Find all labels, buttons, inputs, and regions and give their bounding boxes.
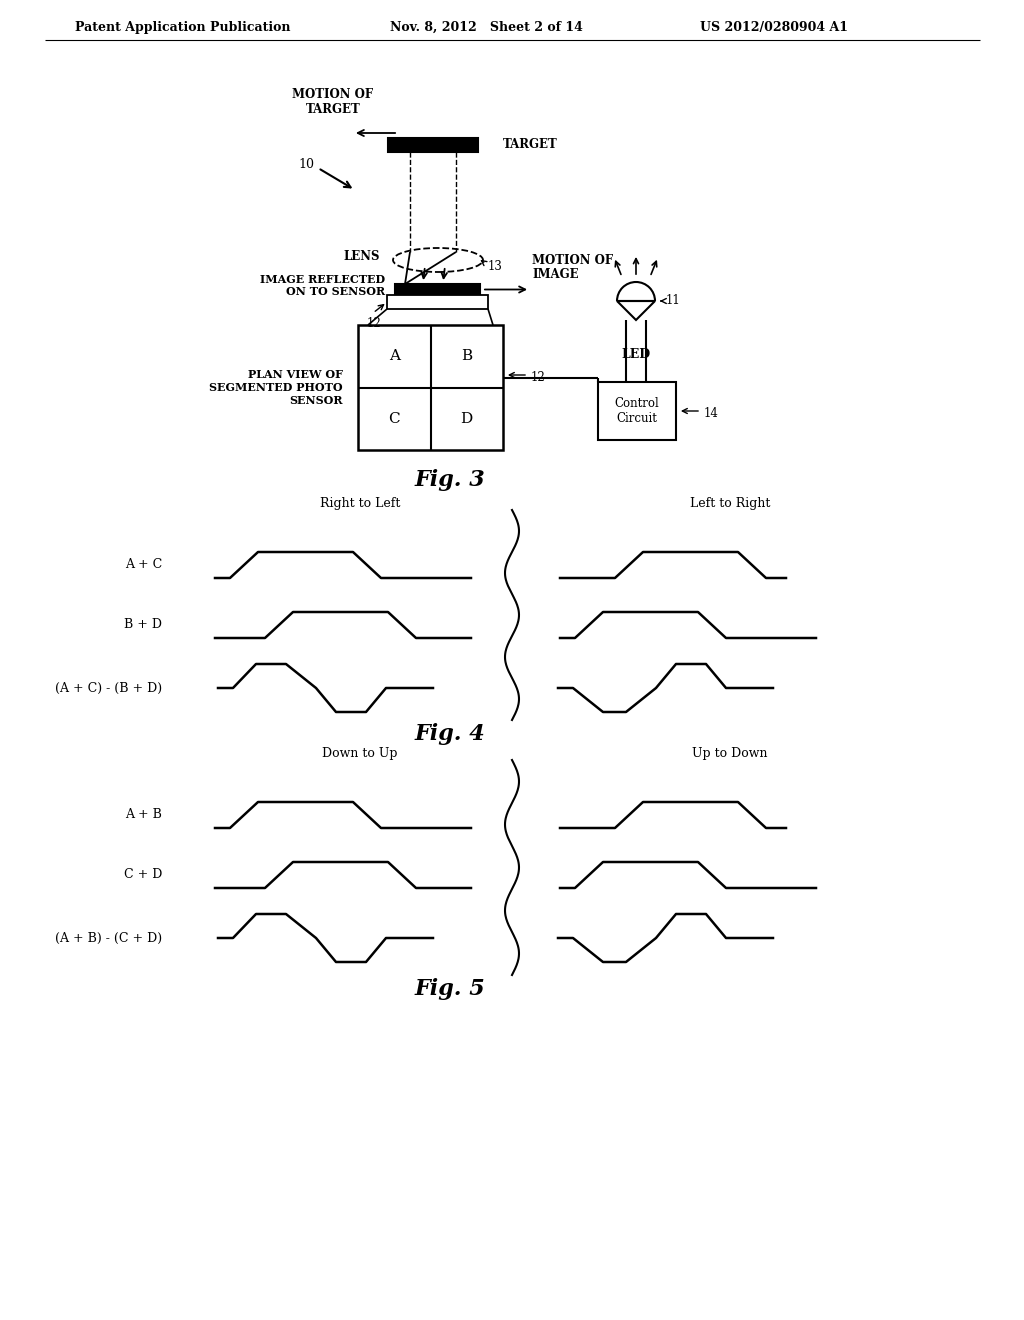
Text: 11: 11: [666, 294, 681, 308]
Text: (A + C) - (B + D): (A + C) - (B + D): [55, 681, 162, 694]
Text: A + C: A + C: [125, 558, 162, 572]
Text: 13: 13: [488, 260, 503, 272]
Text: 12: 12: [367, 317, 382, 330]
Text: Down to Up: Down to Up: [323, 747, 397, 760]
Text: C: C: [388, 412, 400, 426]
Text: Fig. 3: Fig. 3: [415, 469, 485, 491]
Text: Fig. 4: Fig. 4: [415, 723, 485, 744]
Text: 14: 14: [705, 407, 719, 420]
Text: Left to Right: Left to Right: [690, 498, 770, 510]
Text: A: A: [389, 350, 399, 363]
Text: Nov. 8, 2012   Sheet 2 of 14: Nov. 8, 2012 Sheet 2 of 14: [390, 21, 583, 33]
Text: TARGET: TARGET: [503, 139, 558, 152]
Text: A + B: A + B: [125, 808, 162, 821]
Text: 12: 12: [531, 371, 546, 384]
Text: LED: LED: [622, 348, 650, 360]
Text: LENS: LENS: [343, 249, 380, 263]
Text: Up to Down: Up to Down: [692, 747, 768, 760]
Text: Right to Left: Right to Left: [319, 498, 400, 510]
Text: C + D: C + D: [124, 869, 162, 882]
Text: IMAGE REFLECTED
ON TO SENSOR: IMAGE REFLECTED ON TO SENSOR: [260, 273, 385, 297]
Bar: [387, 294, 488, 309]
Text: Control
Circuit: Control Circuit: [614, 397, 659, 425]
Text: (A + B) - (C + D): (A + B) - (C + D): [55, 932, 162, 945]
Text: US 2012/0280904 A1: US 2012/0280904 A1: [700, 21, 848, 33]
Bar: [358, 325, 503, 450]
Bar: [388, 139, 478, 152]
Bar: [598, 381, 676, 440]
Text: D: D: [461, 412, 473, 426]
Text: PLAN VIEW OF
SEGMENTED PHOTO
SENSOR: PLAN VIEW OF SEGMENTED PHOTO SENSOR: [209, 370, 343, 405]
Text: B + D: B + D: [124, 619, 162, 631]
Text: B: B: [461, 350, 472, 363]
Bar: [395, 284, 480, 294]
Text: Patent Application Publication: Patent Application Publication: [75, 21, 291, 33]
Text: MOTION OF
TARGET: MOTION OF TARGET: [293, 88, 374, 116]
Text: 10: 10: [298, 158, 314, 172]
Text: MOTION OF
IMAGE: MOTION OF IMAGE: [532, 253, 613, 281]
Text: Fig. 5: Fig. 5: [415, 978, 485, 1001]
